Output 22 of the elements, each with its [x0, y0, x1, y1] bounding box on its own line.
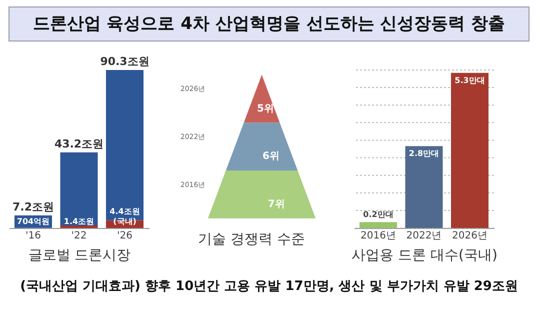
x-axis-title: 글로벌 드론시장 — [28, 248, 131, 264]
data-label: 5.3만대 — [454, 76, 485, 85]
data-label: 6위 — [262, 151, 280, 162]
data-label: 1.4조원 — [64, 217, 94, 226]
x-tick-label: '16 — [26, 230, 41, 242]
x-tick-label: 2026년 — [452, 230, 488, 242]
total-label: 7.2조원 — [12, 200, 54, 214]
x-tick-label: '26 — [117, 230, 132, 242]
x-axis-title: 사업용 드론 대수(국내) — [352, 248, 498, 264]
text: 기술 경쟁력 수준 — [198, 232, 305, 248]
data-label: 2.8만대 — [408, 149, 440, 158]
annotation: 704억원 — [16, 216, 50, 226]
x-tick-label: 2022년 — [406, 230, 442, 242]
data-label: 0.2만대 — [363, 210, 394, 220]
total-label: 90.3조원 — [100, 55, 150, 68]
data-label: 7위 — [268, 199, 285, 210]
x-tick-label: 2016년 — [360, 230, 396, 242]
text: (국내산업 기대효과) 향후 10년간 고용 유발 17만명, 생산 및 부가가치 유발 29조원 — [20, 279, 518, 294]
data-label: 5위 — [257, 103, 274, 114]
x-tick-label: '22 — [71, 230, 87, 242]
text: 드론산업 육성으로 4차 산업혁명을 선도하는 신성장동력 창출 — [32, 14, 506, 34]
total-label: 43.2조원 — [54, 137, 104, 150]
